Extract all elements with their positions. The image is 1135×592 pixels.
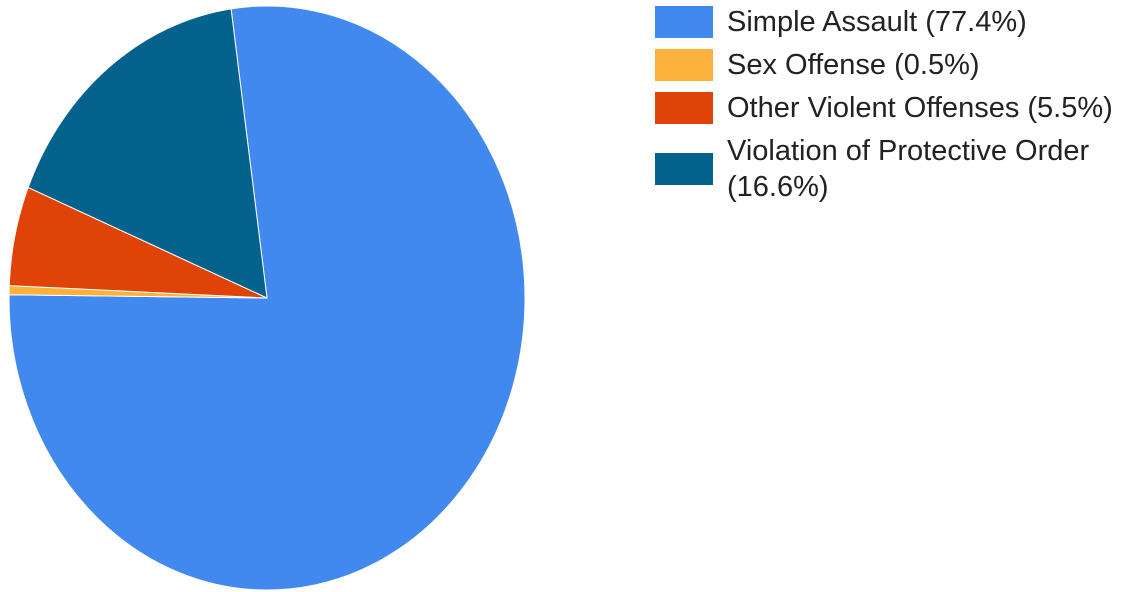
legend-swatch-simple-assault bbox=[655, 6, 713, 38]
legend-item-other-violent-offenses: Other Violent Offenses (5.5%) bbox=[655, 90, 1133, 126]
legend-swatch-sex-offense bbox=[655, 49, 713, 81]
legend-item-violation-of-protective-order: Violation of Protective Order (16.6%) bbox=[655, 133, 1133, 205]
legend: Simple Assault (77.4%) Sex Offense (0.5%… bbox=[655, 4, 1133, 212]
legend-item-sex-offense: Sex Offense (0.5%) bbox=[655, 47, 1133, 83]
legend-swatch-other-violent-offenses bbox=[655, 92, 713, 124]
legend-swatch-violation-of-protective-order bbox=[655, 153, 713, 185]
pie-slice-violation-of-protective-order bbox=[27, 8, 268, 299]
legend-label-simple-assault: Simple Assault (77.4%) bbox=[727, 6, 1027, 38]
legend-label-other-violent-offenses: Other Violent Offenses (5.5%) bbox=[727, 92, 1113, 124]
legend-item-simple-assault: Simple Assault (77.4%) bbox=[655, 4, 1133, 40]
legend-label-violation-of-protective-order: Violation of Protective Order (16.6%) bbox=[727, 135, 1090, 203]
pie-plot-area bbox=[8, 5, 526, 591]
legend-label-sex-offense: Sex Offense (0.5%) bbox=[727, 49, 980, 81]
